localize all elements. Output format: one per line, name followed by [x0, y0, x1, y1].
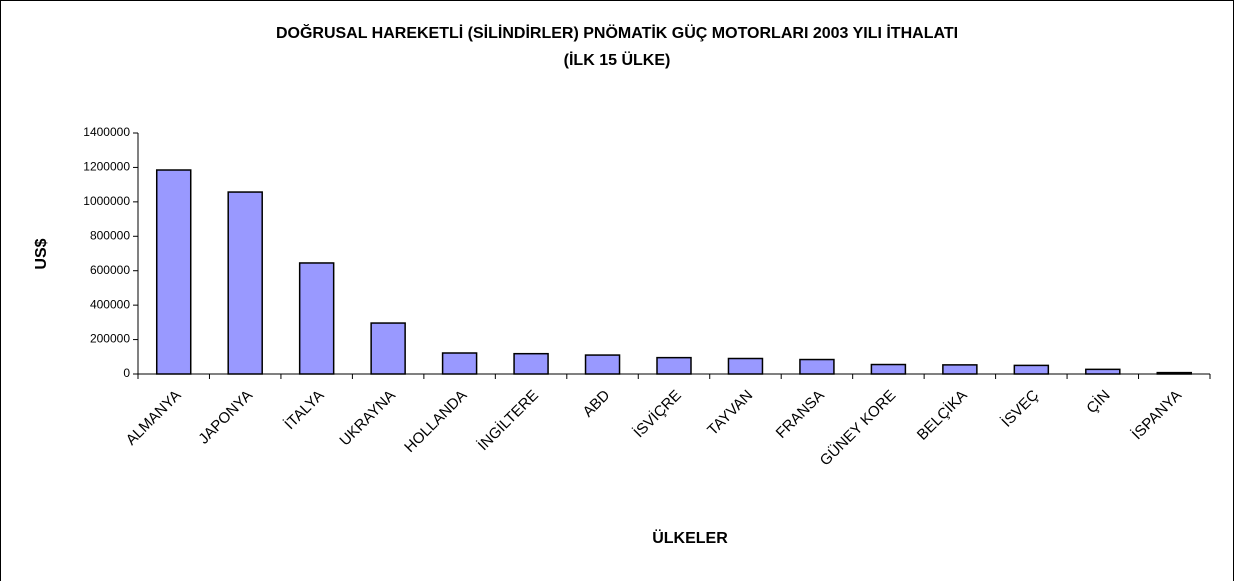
- y-tick-label: 600000: [90, 263, 130, 277]
- y-tick-label: 1000000: [83, 194, 130, 208]
- x-axis-label: ÜLKELER: [652, 528, 728, 547]
- bar: [656, 356, 692, 375]
- bar: [942, 364, 978, 375]
- bar: [1013, 364, 1050, 375]
- y-tick-label: 400000: [90, 297, 130, 311]
- y-tick-label: 1200000: [83, 160, 130, 174]
- y-axis-label: US$: [33, 238, 50, 269]
- y-tick-label: 200000: [90, 332, 130, 346]
- bar: [799, 358, 835, 375]
- y-tick-label: 800000: [90, 228, 130, 242]
- bar: [155, 169, 192, 375]
- bar: [584, 354, 621, 375]
- bar: [513, 352, 549, 375]
- bar: [370, 322, 406, 375]
- bar: [441, 352, 478, 375]
- bar: [1085, 368, 1121, 375]
- bar: [727, 357, 764, 375]
- bar: [298, 262, 335, 375]
- chart-title: DOĞRUSAL HAREKETLİ (SİLİNDİRLER) PNÖMATİ…: [276, 23, 958, 42]
- bar: [227, 191, 263, 375]
- chart-title: (İLK 15 ÜLKE): [564, 50, 671, 69]
- bar: [870, 363, 907, 375]
- y-tick-label: 1400000: [83, 125, 130, 139]
- y-tick-label: 0: [123, 366, 130, 380]
